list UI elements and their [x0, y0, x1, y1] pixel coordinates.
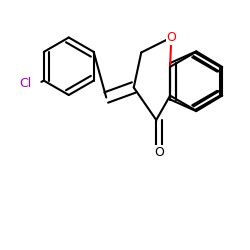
Text: O: O [154, 146, 164, 159]
Text: O: O [166, 31, 176, 44]
Text: Cl: Cl [19, 76, 31, 90]
